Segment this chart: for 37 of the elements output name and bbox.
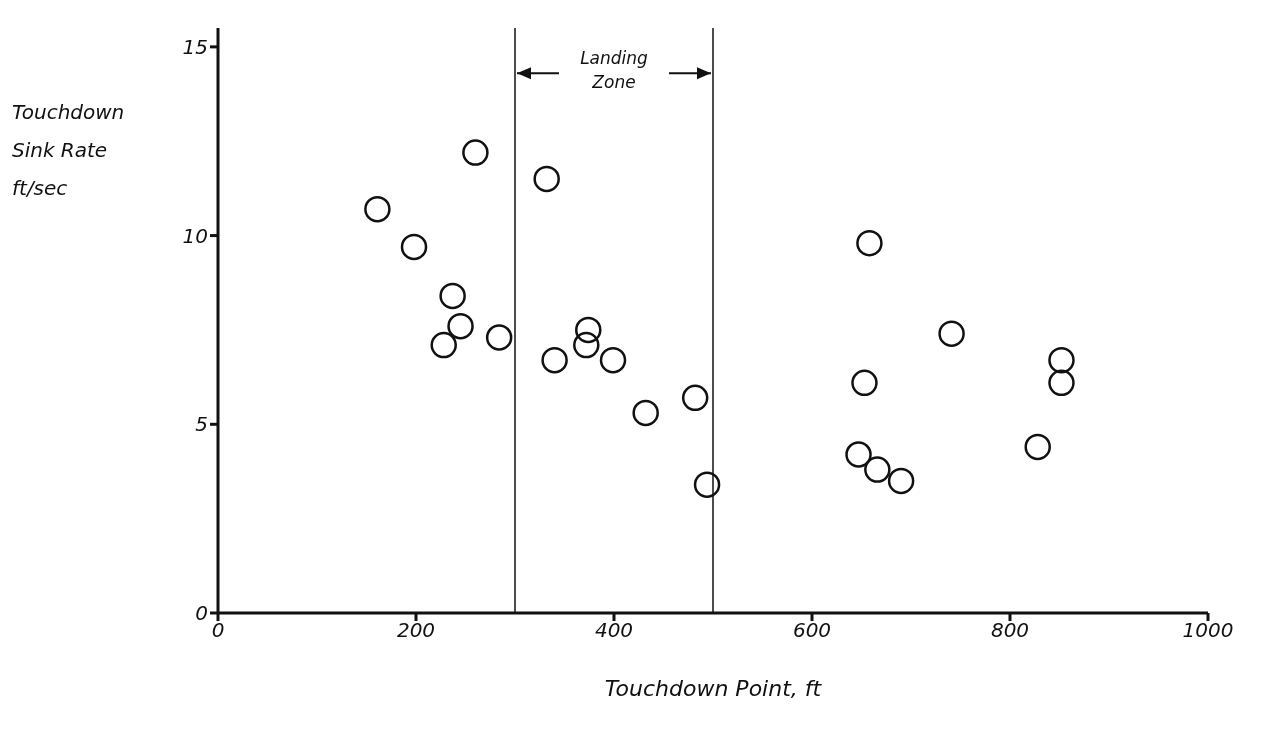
x-tick-label: 1000 bbox=[1182, 618, 1234, 643]
point bbox=[693, 471, 721, 498]
point bbox=[447, 312, 474, 340]
point bbox=[845, 441, 872, 468]
x-tick-label: 200 bbox=[396, 618, 436, 643]
point bbox=[1048, 369, 1075, 397]
point bbox=[439, 282, 466, 310]
point bbox=[864, 456, 891, 483]
x-axis-title: Touchdown Point, ft bbox=[603, 676, 823, 701]
y-tick-label: 0 bbox=[195, 601, 208, 626]
point bbox=[573, 331, 600, 359]
y-tick-label: 10 bbox=[182, 223, 208, 248]
point bbox=[856, 229, 883, 257]
point bbox=[681, 384, 709, 412]
point bbox=[887, 467, 915, 495]
point bbox=[1048, 346, 1075, 374]
point bbox=[541, 346, 568, 374]
point bbox=[485, 324, 513, 351]
point bbox=[533, 165, 560, 193]
point bbox=[462, 139, 489, 166]
x-tick-label: 0 bbox=[211, 618, 225, 643]
point bbox=[599, 346, 627, 374]
annotation: Landing Zone bbox=[580, 48, 649, 93]
point bbox=[632, 399, 659, 427]
y-axis-title: Touchdown Sink Rate ft/sec bbox=[12, 99, 126, 202]
point bbox=[364, 195, 391, 223]
point bbox=[400, 233, 428, 261]
point bbox=[430, 331, 457, 359]
x-tick-label: 600 bbox=[792, 618, 832, 643]
y-tick-label: 5 bbox=[195, 412, 208, 437]
point bbox=[938, 320, 965, 347]
point bbox=[575, 316, 602, 344]
x-tick-label: 400 bbox=[594, 618, 634, 643]
x-tick-label: 800 bbox=[990, 618, 1030, 643]
point bbox=[851, 369, 878, 397]
point bbox=[1024, 433, 1051, 461]
y-tick-label: 15 bbox=[182, 34, 208, 59]
